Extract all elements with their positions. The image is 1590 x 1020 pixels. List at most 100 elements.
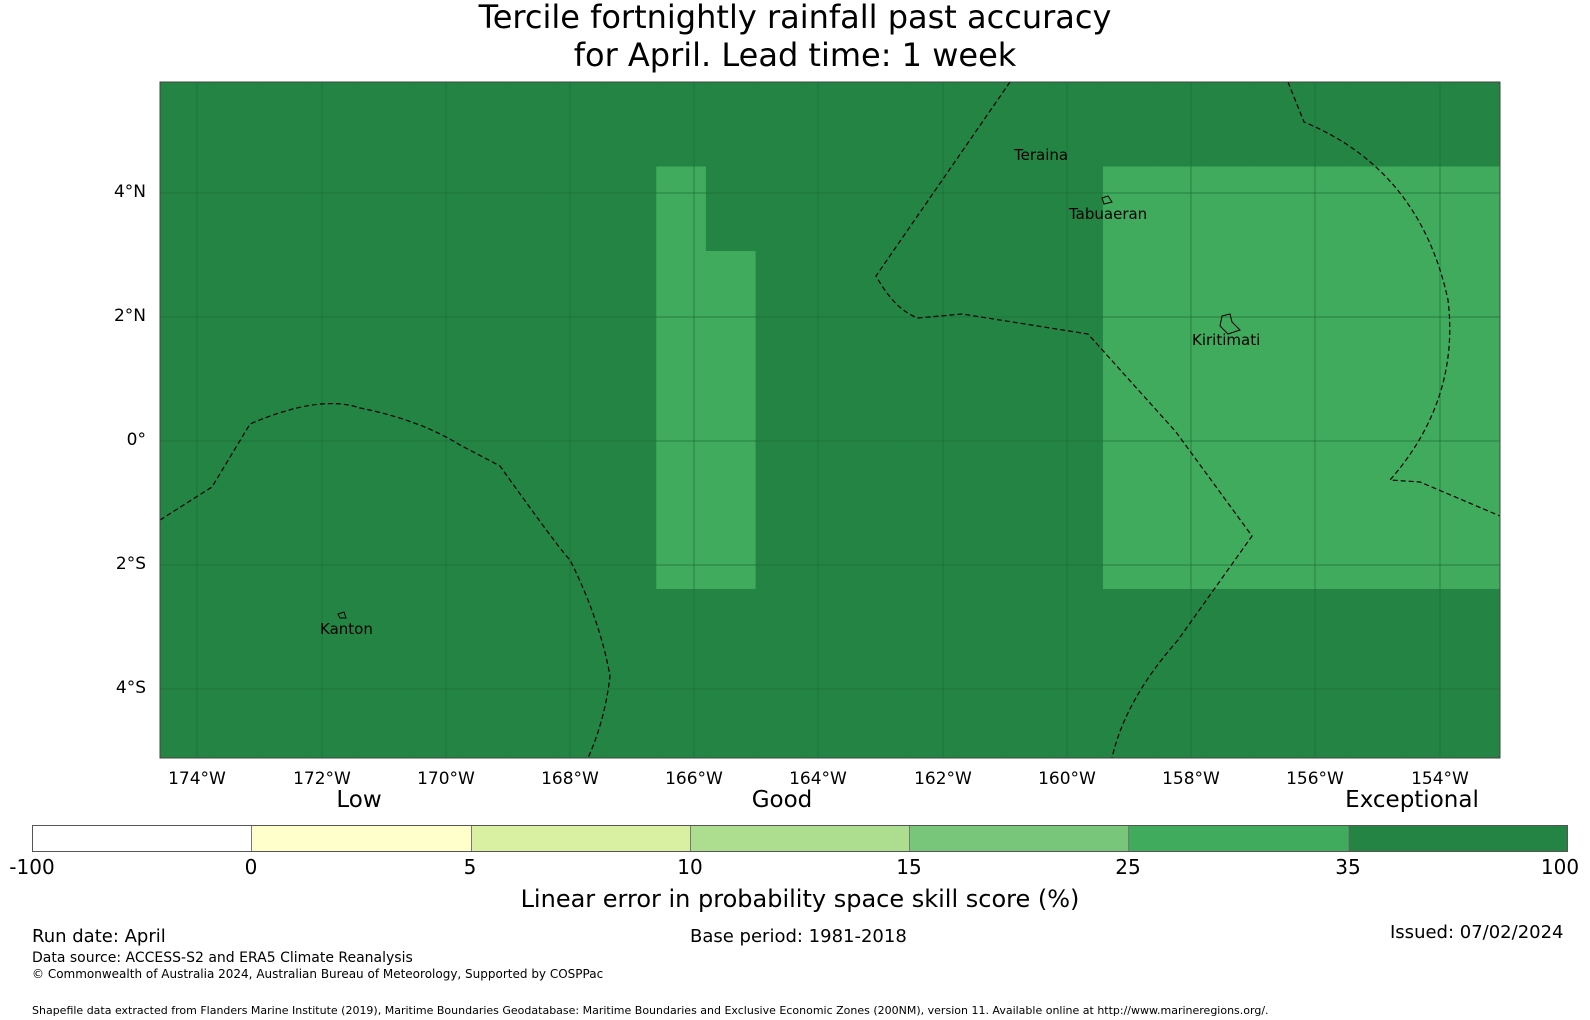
eez-boundaries <box>159 81 1501 759</box>
skill-cell <box>1351 166 1402 252</box>
skill-cell <box>904 82 955 167</box>
skill-cell <box>507 420 558 505</box>
skill-cell <box>408 504 459 590</box>
skill-cell <box>1053 589 1104 674</box>
place-labels: Teraina Tabuaeran Kiritimati Kanton <box>320 146 1260 638</box>
skill-cell <box>656 251 707 336</box>
skill-cell <box>507 589 558 674</box>
skill-cell <box>259 589 310 674</box>
place-label-kiritimati: Kiritimati <box>1192 331 1260 349</box>
issued-date: Issued: 07/02/2024 <box>1390 922 1564 943</box>
skill-cell <box>805 166 856 252</box>
skill-cell <box>308 673 360 759</box>
skill-cell <box>259 251 310 336</box>
place-label-kanton: Kanton <box>320 620 373 638</box>
skill-cell <box>1301 166 1352 252</box>
map-gridlines <box>160 82 1500 758</box>
skill-cell <box>1003 504 1054 590</box>
skill-cell <box>854 504 905 590</box>
skill-cell <box>656 166 707 252</box>
skill-cell <box>1400 420 1451 505</box>
skill-cell <box>1301 673 1352 759</box>
skill-cell <box>854 82 905 167</box>
skill-cell <box>358 335 409 421</box>
skill-cell <box>1003 251 1054 336</box>
skill-grid <box>160 82 1501 759</box>
skill-cell <box>954 673 1005 759</box>
skill-cell <box>1400 166 1451 252</box>
skill-cell <box>358 589 409 674</box>
skill-cell <box>904 589 955 674</box>
skill-cell <box>1301 420 1352 505</box>
colorbar-tick-label: 25 <box>1115 855 1141 879</box>
skill-cell <box>904 673 955 759</box>
skill-cell <box>656 504 707 590</box>
skill-cell <box>1102 420 1154 505</box>
skill-cell <box>854 166 905 252</box>
lon-label-166w: 166°W <box>665 769 723 789</box>
skill-cell <box>1400 589 1451 674</box>
map-frame <box>159 81 1501 759</box>
colorbar-tick-label: 10 <box>677 855 703 879</box>
skill-cell <box>606 82 657 167</box>
skill-cell <box>606 335 657 421</box>
skill-cell <box>259 166 310 252</box>
skill-cell <box>457 673 508 759</box>
skill-cell <box>606 251 657 336</box>
skill-cell <box>755 589 806 674</box>
skill-cell <box>755 82 806 167</box>
skill-cell <box>606 166 657 252</box>
skill-cell <box>656 82 707 167</box>
colorbar-segment-3 <box>471 826 691 851</box>
colorbar-segment-1 <box>33 826 253 851</box>
skill-cell <box>606 673 657 759</box>
colorbar-tick-label: 35 <box>1335 855 1361 879</box>
skill-cell <box>1053 251 1104 336</box>
skill-cell <box>1400 251 1451 336</box>
colorbar-segment-7 <box>1348 826 1567 851</box>
skill-cell <box>805 589 856 674</box>
skill-cell <box>656 335 707 421</box>
skill-cell <box>1003 673 1054 759</box>
skill-cell <box>705 420 757 505</box>
skill-cell <box>656 589 707 674</box>
base-period: Base period: 1981-2018 <box>690 926 907 947</box>
skill-cell <box>1351 251 1402 336</box>
skill-cell <box>854 673 905 759</box>
skill-cell <box>656 673 707 759</box>
lon-label-156w: 156°W <box>1286 769 1344 789</box>
skill-cell <box>1152 420 1203 505</box>
copyright: © Commonwealth of Australia 2024, Austra… <box>32 967 604 981</box>
skill-cell <box>755 504 806 590</box>
colorbar-tick-label: 5 <box>463 855 477 879</box>
skill-cell <box>1152 166 1203 252</box>
skill-cell <box>1152 251 1203 336</box>
category-label-good: Good <box>751 787 813 813</box>
skill-cell <box>1251 504 1302 590</box>
skill-cell <box>805 673 856 759</box>
colorbar-segment-2 <box>252 826 472 851</box>
skill-cell <box>1450 82 1501 167</box>
skill-cell <box>1152 335 1203 421</box>
skill-cell <box>557 251 608 336</box>
skill-cell <box>358 251 409 336</box>
category-label-exceptional: Exceptional <box>1345 787 1479 813</box>
skill-cell <box>457 166 508 252</box>
skill-cell <box>705 335 757 421</box>
skill-cell <box>954 166 1005 252</box>
skill-cell <box>1450 251 1501 336</box>
skill-cell <box>954 504 1005 590</box>
skill-cell <box>1301 251 1352 336</box>
skill-cell <box>1003 335 1054 421</box>
skill-cell <box>408 335 459 421</box>
island-outlines <box>337 195 1241 619</box>
skill-cell <box>954 251 1005 336</box>
skill-cell <box>259 335 310 421</box>
skill-cell <box>259 420 310 505</box>
skill-cell <box>308 251 360 336</box>
skill-cell <box>507 166 558 252</box>
skill-cell <box>507 504 558 590</box>
skill-cell <box>1251 589 1302 674</box>
skill-cell <box>1003 589 1054 674</box>
skill-cell <box>755 166 806 252</box>
